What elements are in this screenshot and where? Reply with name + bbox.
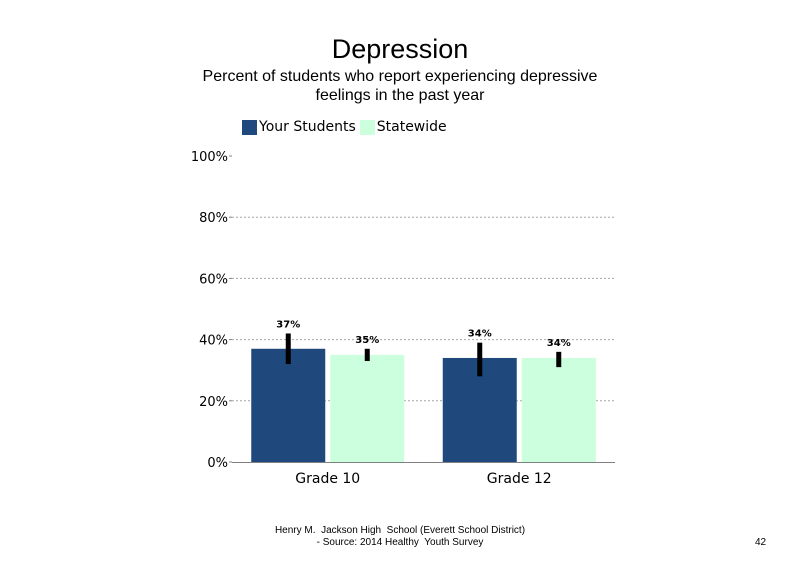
bar [521, 357, 596, 462]
footer-source: - Source: 2014 Healthy Youth Survey [316, 537, 484, 548]
page-number: 42 [755, 537, 767, 548]
data-label: 37% [276, 319, 300, 330]
legend-swatch-your-students [242, 119, 257, 135]
legend-item-statewide: Statewide [359, 119, 447, 135]
y-tick-label: 0% [207, 456, 228, 471]
legend-label-statewide: Statewide [376, 119, 447, 135]
y-tick-label: 40% [199, 334, 228, 349]
y-tick-label: 80% [199, 211, 228, 226]
legend-swatch-statewide [359, 119, 375, 135]
footer: Henry M. Jackson High School (Everett Sc… [0, 525, 800, 549]
bar [330, 354, 405, 462]
y-tick-label: 60% [199, 272, 228, 287]
legend-label-your-students: Your Students [259, 119, 356, 135]
legend-item-your-students: Your Students [242, 119, 356, 135]
y-tick-label: 100% [191, 150, 228, 165]
x-tick-label: Grade 12 [487, 471, 552, 487]
footer-school: Henry M. Jackson High School (Everett Sc… [274, 525, 526, 536]
legend: Your Students Statewide [242, 118, 451, 136]
data-label: 34% [468, 329, 492, 340]
chart-subtitle: Percent of students who report experienc… [202, 68, 598, 104]
data-label: 34% [547, 338, 571, 349]
y-tick-label: 20% [199, 395, 228, 410]
x-tick-label: Grade 10 [295, 471, 360, 487]
bar [251, 348, 326, 462]
data-label: 35% [355, 335, 379, 346]
chart-title: Depression [331, 34, 469, 64]
